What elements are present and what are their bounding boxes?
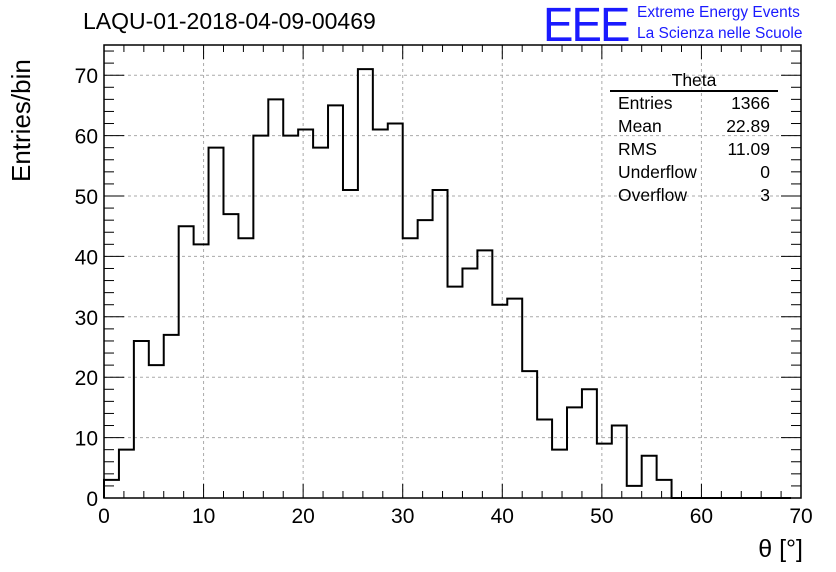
histogram-bin [597, 444, 612, 498]
histogram-bin [373, 130, 388, 498]
histogram-bin [298, 130, 313, 498]
histogram-bin [119, 450, 134, 498]
stats-label: Underflow [618, 162, 697, 182]
x-tick-label: 50 [590, 505, 613, 528]
histogram-bin [343, 190, 358, 498]
eee-logo: EEE [543, 0, 630, 52]
histogram-bin [477, 250, 492, 498]
stats-row-rms: RMS 11.09 [610, 138, 778, 161]
stats-value: 11.09 [727, 139, 771, 159]
histogram-bin [627, 486, 642, 498]
logo-line-2: La Scienza nelle Scuole [637, 25, 803, 42]
histogram-bin [403, 238, 418, 498]
histogram-bin [522, 371, 537, 498]
x-tick-label: 0 [98, 505, 110, 528]
y-tick-label: 60 [75, 126, 98, 149]
histogram-bin [582, 389, 597, 498]
histogram-bin [134, 341, 149, 498]
y-tick-label: 50 [75, 186, 98, 209]
histogram-bin [657, 480, 672, 498]
x-tick-label: 60 [690, 505, 713, 528]
histogram-bin [209, 148, 224, 498]
histogram-bin [567, 407, 582, 498]
histogram-bin [552, 450, 567, 498]
histogram-bin [268, 99, 283, 498]
x-tick-label: 40 [491, 505, 514, 528]
stats-label: RMS [618, 139, 657, 159]
x-axis-label: θ [°] [758, 535, 803, 563]
histogram-bins [103, 68, 792, 499]
stats-value: 22.89 [726, 116, 770, 136]
histogram-bin [238, 238, 253, 498]
y-tick-label: 20 [75, 367, 98, 390]
plot-frame [103, 44, 802, 499]
stats-value: 0 [760, 162, 770, 182]
histogram-bin [313, 148, 328, 498]
stats-value: 3 [760, 185, 770, 205]
y-tick-label: 10 [75, 428, 98, 451]
histogram-bin [433, 190, 448, 498]
histogram-outline [103, 68, 792, 499]
histogram-bin [104, 480, 119, 498]
histogram-bin [164, 335, 179, 498]
histogram-bin [179, 226, 194, 498]
logo-line-1: Extreme Energy Events [637, 4, 800, 21]
stats-row-overflow: Overflow 3 [610, 184, 778, 207]
stats-label: Entries [618, 93, 673, 113]
stats-label: Mean [618, 116, 662, 136]
stats-title: Theta [610, 70, 778, 92]
histogram-bin [388, 124, 403, 498]
stats-row-mean: Mean 22.89 [610, 115, 778, 138]
histogram-bin [194, 244, 209, 498]
y-tick-label: 70 [75, 65, 98, 88]
histogram-bin [149, 365, 164, 498]
stats-value: 1366 [731, 93, 770, 113]
y-tick-label: 30 [75, 307, 98, 330]
histogram-bin [358, 69, 373, 498]
run-title: LAQU-01-2018-04-09-00469 [83, 8, 376, 34]
stats-row-entries: Entries 1366 [610, 92, 778, 115]
histogram-bin [642, 456, 657, 498]
grid [104, 45, 801, 498]
stats-box: Theta Entries 1366 Mean 22.89 RMS 11.09 … [610, 70, 778, 207]
axis-ticks [103, 45, 802, 499]
histogram-bin [448, 287, 463, 498]
stats-row-underflow: Underflow 0 [610, 161, 778, 184]
y-tick-label: 40 [75, 246, 98, 269]
histogram-bin [328, 105, 343, 498]
y-axis-label: Entries/bin [6, 59, 36, 182]
x-tick-label: 30 [391, 505, 414, 528]
histogram-bin [418, 220, 433, 498]
x-tick-label: 70 [789, 505, 812, 528]
histogram-bin [507, 299, 522, 498]
x-tick-label: 20 [291, 505, 314, 528]
stats-label: Overflow [618, 185, 688, 205]
histogram-bin [492, 305, 507, 498]
histogram-bin [537, 419, 552, 498]
histogram-bin [612, 426, 627, 498]
histogram-bin [462, 268, 477, 498]
y-tick-label: 0 [86, 488, 98, 511]
x-tick-label: 10 [192, 505, 215, 528]
